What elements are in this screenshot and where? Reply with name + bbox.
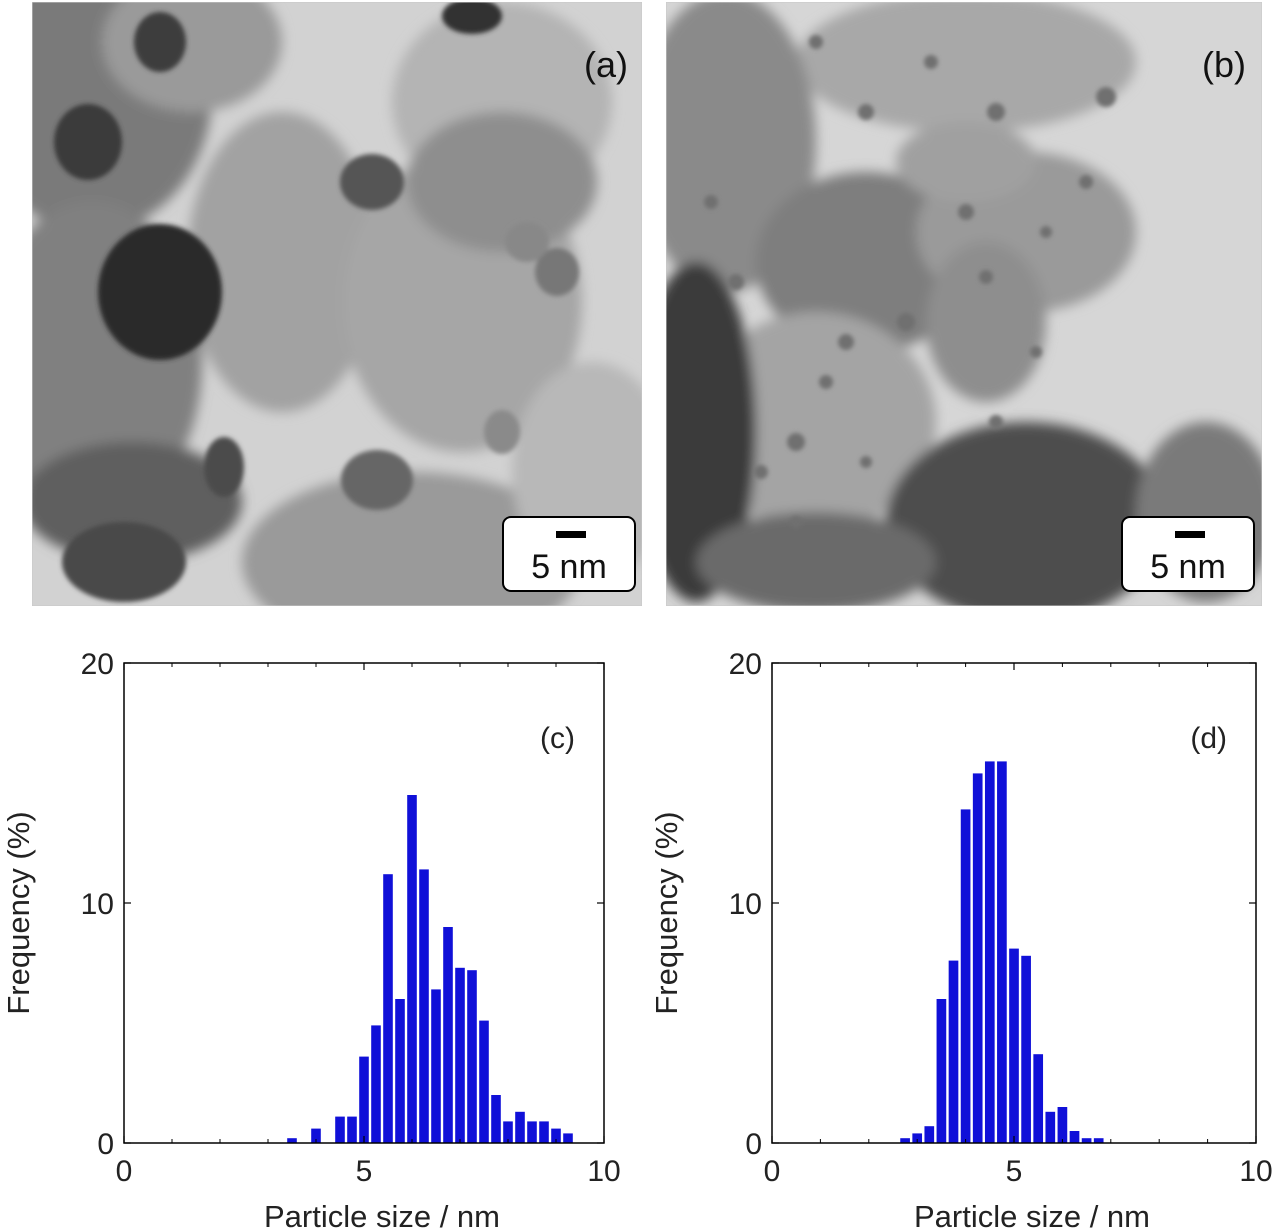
histogram-bar-c-4 bbox=[359, 1056, 369, 1143]
tem-micrograph-a: (a) 5 nm bbox=[32, 2, 642, 606]
histogram-bar-d-12 bbox=[1045, 1111, 1056, 1143]
histogram-bar-c-12 bbox=[455, 967, 465, 1143]
histogram-bar-c-19 bbox=[539, 1121, 549, 1143]
histogram-bar-c-15 bbox=[491, 1095, 501, 1143]
histogram-bar-d-5 bbox=[960, 809, 971, 1143]
histogram-bar-d-13 bbox=[1057, 1107, 1068, 1143]
histogram-bar-d-1 bbox=[912, 1133, 923, 1143]
tem-image-a bbox=[32, 2, 642, 606]
histogram-bar-c-8 bbox=[407, 795, 417, 1143]
histogram-bar-d-4 bbox=[948, 960, 959, 1143]
histogram-bar-c-18 bbox=[527, 1121, 537, 1143]
histogram-bar-d-0 bbox=[900, 1138, 910, 1143]
panel-label-d: (d) bbox=[1190, 722, 1227, 755]
x-axis-label-d: Particle size / nm bbox=[914, 1199, 1150, 1229]
x-tick-label-c-0: 0 bbox=[116, 1155, 133, 1188]
panel-label-b: (b) bbox=[1202, 44, 1246, 85]
x-tick-label-d-0: 0 bbox=[764, 1155, 781, 1188]
histogram-bar-c-20 bbox=[551, 1128, 561, 1143]
x-tick-label-c-2: 10 bbox=[587, 1155, 620, 1188]
histogram-bar-c-5 bbox=[371, 1025, 381, 1143]
histogram-bar-c-1 bbox=[311, 1128, 321, 1143]
y-tick-label-c-2: 20 bbox=[81, 648, 114, 681]
histogram-bar-c-9 bbox=[419, 869, 429, 1143]
y-axis-label-c: Frequency (%) bbox=[1, 811, 36, 1014]
scale-bar-box-a: 5 nm bbox=[502, 516, 636, 592]
histogram-bar-c-7 bbox=[395, 999, 405, 1143]
histogram-bar-d-15 bbox=[1081, 1138, 1092, 1143]
histogram-bar-d-2 bbox=[924, 1126, 935, 1143]
histogram-bar-c-13 bbox=[467, 970, 477, 1143]
histogram-bar-c-14 bbox=[479, 1020, 489, 1143]
y-tick-label-d-1: 10 bbox=[729, 888, 762, 921]
x-tick-label-c-1: 5 bbox=[356, 1155, 373, 1188]
histogram-bar-c-0 bbox=[287, 1138, 297, 1143]
histogram-bar-c-3 bbox=[347, 1116, 357, 1143]
histogram-bar-c-21 bbox=[563, 1133, 573, 1143]
histogram-bar-c-2 bbox=[335, 1116, 345, 1143]
histogram-bar-d-11 bbox=[1033, 1054, 1044, 1143]
scale-bar-a bbox=[556, 531, 586, 538]
y-tick-label-c-0: 0 bbox=[97, 1128, 114, 1161]
histogram-bar-d-8 bbox=[997, 761, 1007, 1143]
scale-bar-label-b: 5 nm bbox=[1150, 548, 1226, 586]
histogram-bar-c-11 bbox=[443, 927, 453, 1143]
x-tick-label-d-1: 5 bbox=[1006, 1155, 1023, 1188]
histogram-bar-c-6 bbox=[383, 874, 393, 1143]
tem-micrograph-b: (b) 5 nm bbox=[666, 2, 1262, 606]
y-tick-label-c-1: 10 bbox=[81, 888, 114, 921]
scale-bar-box-b: 5 nm bbox=[1121, 516, 1255, 592]
y-tick-label-d-0: 0 bbox=[745, 1128, 762, 1161]
panel-label-a: (a) bbox=[584, 44, 628, 85]
histogram-bar-c-10 bbox=[431, 989, 441, 1143]
histogram-bar-c-16 bbox=[503, 1121, 513, 1143]
panel-label-c: (c) bbox=[540, 722, 575, 755]
scale-bar-b bbox=[1175, 531, 1205, 538]
histogram-bar-d-16 bbox=[1093, 1138, 1104, 1143]
histogram-bar-d-10 bbox=[1021, 955, 1031, 1143]
x-tick-label-d-2: 10 bbox=[1239, 1155, 1272, 1188]
histogram-bar-d-9 bbox=[1009, 948, 1019, 1143]
y-axis-label-d: Frequency (%) bbox=[649, 811, 684, 1014]
y-tick-label-d-2: 20 bbox=[729, 648, 762, 681]
histogram-bar-d-3 bbox=[936, 999, 947, 1143]
histogram-bar-c-17 bbox=[515, 1111, 525, 1143]
scale-bar-label-a: 5 nm bbox=[531, 548, 607, 586]
x-axis-label-c: Particle size / nm bbox=[264, 1199, 500, 1229]
histogram-bar-d-7 bbox=[984, 761, 995, 1143]
histogram-bar-d-6 bbox=[972, 773, 983, 1143]
histogram-bar-d-14 bbox=[1069, 1131, 1080, 1143]
